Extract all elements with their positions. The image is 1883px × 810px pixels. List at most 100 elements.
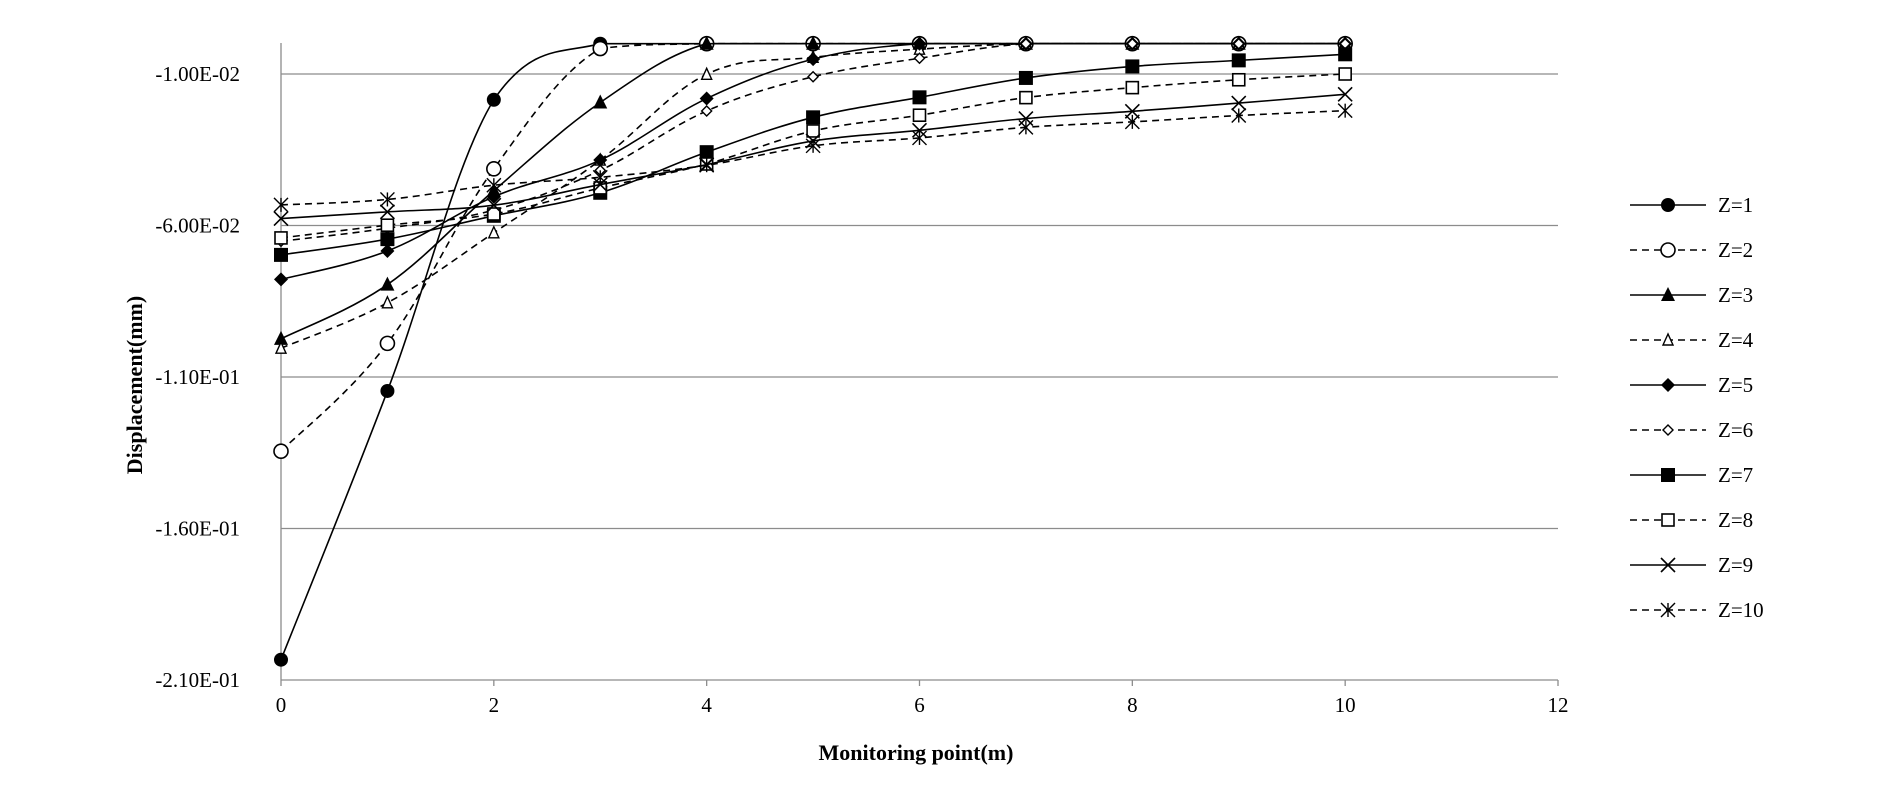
data-point	[1126, 37, 1139, 50]
data-point	[486, 161, 502, 177]
legend-item: Z=2	[1630, 238, 1753, 262]
legend-label: Z=9	[1718, 553, 1753, 577]
data-point	[1338, 67, 1352, 81]
data-point	[487, 207, 501, 221]
series-line	[280, 109, 1346, 206]
data-point	[806, 52, 821, 67]
data-point	[1125, 59, 1140, 74]
data-point	[1232, 37, 1245, 50]
data-point	[806, 35, 821, 50]
x-tick-label: 4	[701, 693, 712, 717]
data-point	[486, 197, 502, 213]
legend-label: Z=1	[1718, 193, 1753, 217]
legend-marker	[1661, 332, 1675, 346]
x-tick-label: 8	[1127, 693, 1138, 717]
data-point	[593, 94, 608, 109]
series-z-8	[274, 67, 1352, 245]
data-point	[379, 335, 396, 352]
legend-label: Z=7	[1718, 463, 1753, 487]
legend-item: Z=8	[1630, 508, 1753, 532]
series-line	[280, 42, 1346, 349]
data-point	[486, 92, 501, 107]
y-axis-title: Displacement(mm)	[122, 296, 147, 474]
data-point	[592, 169, 608, 185]
data-point	[1124, 114, 1140, 130]
legend-marker	[1661, 198, 1675, 212]
data-point	[273, 197, 289, 213]
data-point	[912, 130, 927, 146]
data-point	[1231, 72, 1246, 87]
axes: -2.10E-01 -1.60E-01 -1.10E-01 -6.00E-02 -1.0…	[155, 43, 1569, 717]
series-z-9	[273, 86, 1353, 227]
legend-label: Z=5	[1718, 373, 1753, 397]
series-line	[280, 42, 1346, 452]
data-point	[1338, 47, 1353, 62]
data-point	[380, 276, 395, 291]
x-tick-label: 0	[276, 693, 287, 717]
y-tick-label: -6.00E-02	[155, 214, 240, 238]
legend-item: Z=3	[1630, 283, 1753, 307]
series-z-4	[274, 36, 1352, 354]
data-point	[274, 272, 288, 287]
data-point	[380, 243, 395, 258]
y-tick-label: -1.00E-02	[155, 62, 240, 86]
legend-marker	[1661, 287, 1675, 301]
data-point	[1337, 86, 1353, 102]
legend-item: Z=1	[1630, 193, 1753, 217]
legend-label: Z=3	[1718, 283, 1753, 307]
data-point	[274, 330, 288, 345]
data-point	[1018, 119, 1034, 135]
data-point	[379, 191, 395, 207]
y-tick-label: -2.10E-01	[155, 668, 240, 692]
legend-marker	[1660, 557, 1676, 573]
data-point	[1019, 90, 1033, 105]
series-line	[280, 42, 1346, 243]
x-tick-label: 10	[1335, 693, 1356, 717]
x-tick-label: 6	[914, 693, 925, 717]
data-point	[699, 35, 714, 50]
data-point	[911, 122, 928, 138]
data-point	[274, 340, 288, 354]
series-line	[280, 42, 1346, 340]
data-point	[1124, 103, 1140, 119]
data-point	[912, 90, 927, 105]
legend-label: Z=6	[1718, 418, 1753, 442]
data-point	[380, 232, 395, 247]
data-point	[700, 66, 713, 81]
x-axis-title: Monitoring point(m)	[819, 740, 1014, 765]
data-point	[1337, 103, 1353, 119]
data-point	[1231, 95, 1247, 111]
legend: Z=1 Z=2 Z=3 Z=4 Z=5 Z=6 Z=7 Z=8 Z=9 Z=10	[1630, 193, 1764, 622]
data-point	[592, 177, 608, 193]
legend-label: Z=8	[1718, 508, 1753, 532]
legend-marker	[1661, 468, 1675, 482]
legend-marker	[1662, 424, 1674, 436]
data-point	[700, 104, 713, 117]
legend-label: Z=10	[1718, 598, 1764, 622]
legend-marker	[1660, 602, 1676, 618]
data-point	[486, 177, 502, 193]
data-point	[592, 40, 609, 57]
data-point	[1125, 80, 1140, 95]
data-point	[805, 138, 821, 154]
y-tick-label: -1.10E-01	[155, 365, 240, 389]
data-point	[486, 189, 501, 204]
legend-item: Z=7	[1630, 463, 1753, 487]
data-point	[699, 157, 715, 173]
data-point	[380, 218, 395, 232]
data-point	[379, 204, 395, 220]
legend-item: Z=6	[1630, 418, 1753, 442]
data-point	[381, 295, 394, 309]
data-point	[699, 91, 714, 106]
data-point	[487, 225, 500, 239]
data-point	[274, 652, 288, 667]
legend-item: Z=9	[1630, 553, 1753, 577]
data-point	[912, 108, 927, 123]
legend-item: Z=10	[1630, 598, 1764, 622]
x-tick-label: 2	[489, 693, 500, 717]
data-point	[1231, 53, 1246, 68]
legend-label: Z=2	[1718, 238, 1753, 262]
legend-item: Z=4	[1630, 328, 1754, 352]
data-point	[699, 145, 714, 160]
